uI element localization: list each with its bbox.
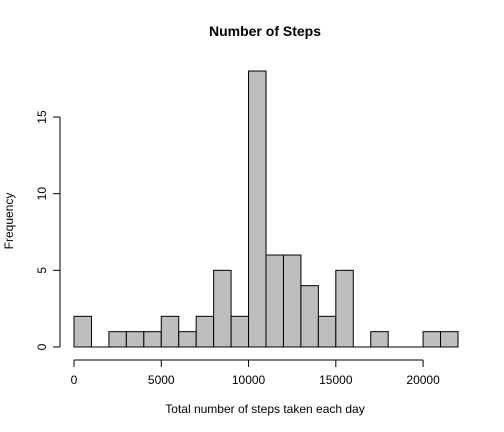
histogram-bar — [265, 254, 284, 348]
histogram-bar — [108, 331, 127, 348]
histogram-bar — [230, 315, 250, 348]
y-axis-ticks: 0 5 10 15 — [35, 110, 60, 350]
histogram-bar — [178, 331, 197, 348]
x-tick-label: 10000 — [232, 373, 266, 387]
x-tick-label: 0 — [71, 373, 78, 387]
x-tick-label: 20000 — [406, 373, 440, 387]
histogram-bar — [422, 331, 442, 348]
histogram-bar — [317, 315, 337, 348]
x-axis-ticks: 0 5000 10000 15000 20000 — [71, 360, 440, 387]
histogram-bar — [282, 254, 302, 348]
histogram-bar — [370, 331, 389, 348]
y-tick-label: 10 — [35, 187, 49, 201]
histogram-bar — [213, 269, 232, 348]
x-tick-label: 15000 — [319, 373, 353, 387]
y-tick-label: 0 — [35, 343, 49, 350]
bars-group — [73, 70, 459, 348]
y-tick-label: 5 — [35, 267, 49, 274]
x-tick-label: 5000 — [148, 373, 175, 387]
histogram-bar — [73, 315, 92, 348]
histogram-bar — [248, 70, 267, 348]
x-axis-label: Total number of steps taken each day — [165, 402, 364, 416]
y-axis-label: Frequency — [2, 193, 16, 250]
histogram-bar — [160, 315, 180, 348]
histogram-bar — [195, 315, 215, 348]
histogram-bar — [125, 331, 145, 348]
y-tick-label: 15 — [35, 110, 49, 124]
histogram-bar — [143, 331, 162, 348]
histogram-bar — [300, 285, 319, 348]
histogram-bar — [440, 331, 459, 348]
chart-title: Number of Steps — [209, 23, 321, 39]
histogram-bar — [335, 269, 354, 348]
